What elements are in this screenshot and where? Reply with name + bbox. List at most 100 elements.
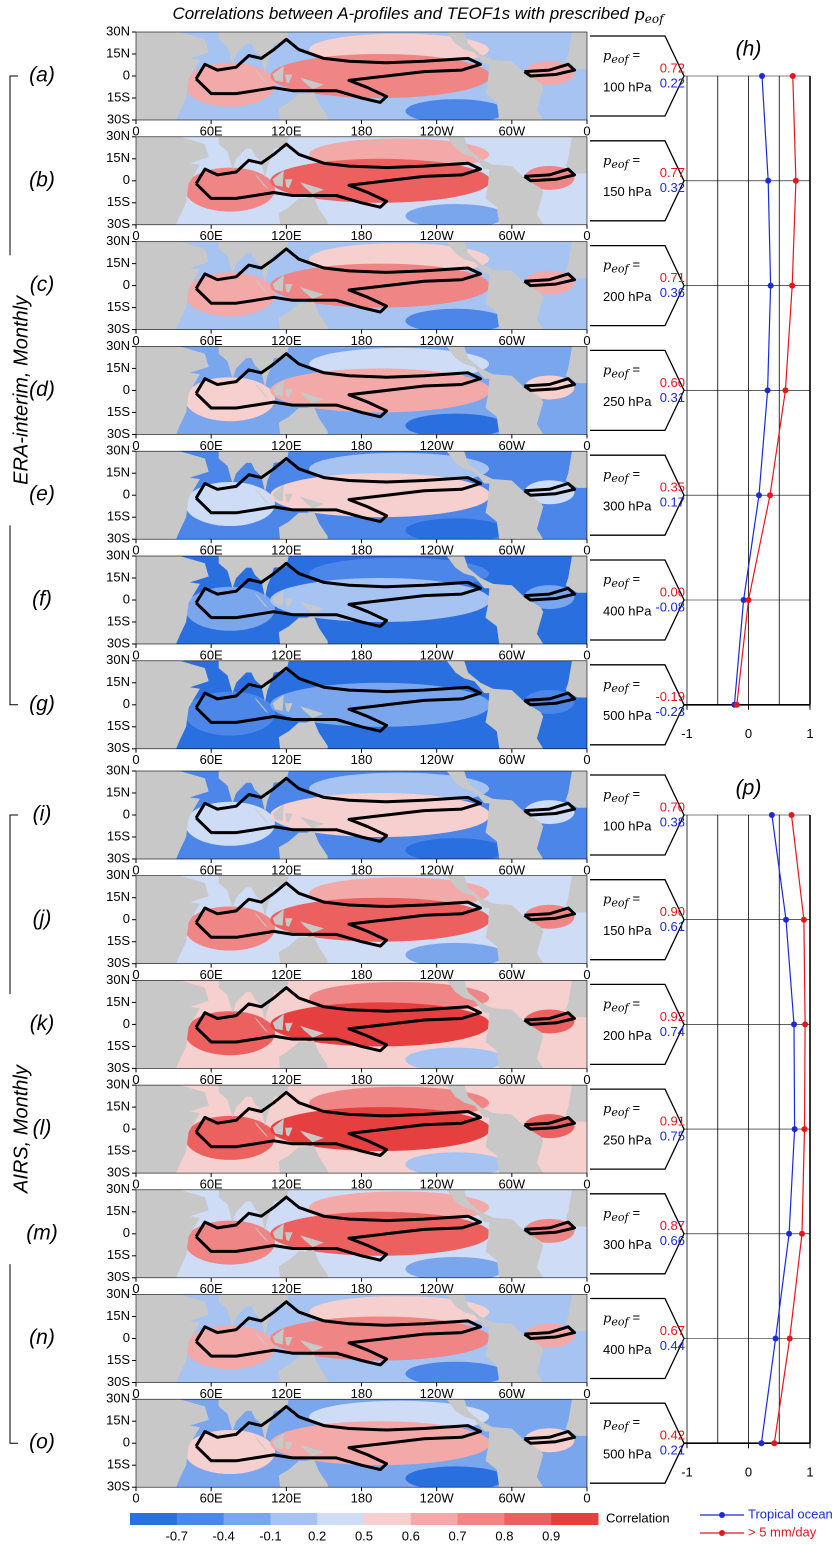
lon-tick-label: 180 (351, 1072, 373, 1087)
legend-label: > 5 mm/day (748, 1524, 817, 1539)
lon-tick-label: 60E (200, 647, 223, 662)
lon-tick-label: 0 (132, 543, 139, 558)
peof-eq: = (633, 1415, 641, 1430)
lat-tick-label: 30N (106, 1181, 130, 1196)
lat-tick-label: 0 (123, 67, 130, 82)
land (255, 278, 269, 295)
pressure-label: 100 hPa (603, 818, 652, 833)
lon-tick-label: 120E (271, 438, 302, 453)
panel-tag: (j) (33, 907, 52, 930)
series-point (801, 1126, 808, 1133)
lat-tick-label: 15N (106, 255, 130, 270)
lat-tick-label: 30N (106, 1391, 130, 1406)
lat-tick-label: 30N (106, 23, 130, 38)
lat-tick-label: 0 (123, 1016, 130, 1031)
land (565, 1189, 587, 1227)
lat-tick-label: 30S (107, 531, 130, 546)
lon-tick-label: 0 (583, 123, 590, 138)
lat-tick-label: 30S (107, 216, 130, 231)
colorbar-tick-label: 0.5 (355, 1528, 373, 1543)
lat-tick-label: 15S (107, 1038, 130, 1053)
panel-tag: (m) (26, 1221, 57, 1244)
land (278, 511, 328, 540)
land (285, 1441, 293, 1451)
land (272, 909, 284, 926)
land (272, 694, 284, 711)
lon-tick-label: 0 (583, 967, 590, 982)
lon-tick-label: 120W (420, 228, 455, 243)
land (285, 813, 293, 823)
lat-tick-label: 15S (107, 718, 130, 733)
ocean-field (184, 482, 275, 526)
ocean-field (405, 942, 506, 964)
lat-tick-label: 30N (106, 233, 130, 248)
land (285, 284, 293, 293)
lat-tick-label: 0 (123, 1121, 130, 1136)
lat-tick-label: 0 (123, 806, 130, 821)
legend-label: Tropical ocean (748, 1506, 833, 1521)
land (446, 1399, 544, 1488)
group-label: ERA-interim, Monthly (10, 295, 32, 485)
peof-label: peof = (603, 786, 640, 805)
lon-tick-label: 60E (200, 752, 223, 767)
peof-eq: = (633, 571, 641, 586)
lon-tick-label: 0 (583, 1281, 590, 1296)
ocean-field (184, 272, 275, 317)
value-label: 0.44 (660, 1338, 685, 1353)
lon-tick-label: 120E (271, 1072, 302, 1087)
value-label: 0.61 (660, 919, 685, 934)
colorbar-box (364, 1513, 412, 1525)
land (278, 1040, 328, 1069)
series-point (745, 597, 752, 603)
lon-tick-label: 60E (200, 543, 223, 558)
series-point (791, 1021, 798, 1028)
lat-tick-label: 15N (106, 150, 130, 165)
value-label: -0.19 (655, 689, 685, 704)
contour (523, 586, 576, 602)
land (255, 1331, 269, 1348)
ocean-field (405, 728, 506, 749)
land (278, 1354, 328, 1383)
series-point (786, 1230, 793, 1237)
land (272, 1223, 284, 1240)
value-label: 0.00 (660, 584, 685, 599)
pressure-label: 500 hPa (603, 1447, 652, 1462)
land (136, 660, 209, 749)
contour (194, 1090, 482, 1157)
land (565, 32, 587, 69)
land (446, 32, 544, 120)
lon-tick-label: 0 (132, 1386, 139, 1401)
contour (194, 352, 482, 419)
ocean-field (184, 1430, 275, 1474)
lon-tick-label: 120W (420, 1177, 455, 1192)
colorbar-tick-label: 0.7 (449, 1528, 467, 1543)
peof-sub: eof (611, 1106, 630, 1119)
panel-tag: (f) (32, 588, 52, 611)
land (218, 875, 289, 917)
series-point (767, 282, 774, 289)
x-tick-label: -1 (681, 726, 693, 741)
land (278, 935, 328, 964)
lon-tick-label: 60W (498, 438, 525, 453)
land (446, 660, 544, 749)
value-label: 0.38 (660, 814, 685, 829)
peof-symbol: p (603, 153, 612, 168)
peof-sub: eof (611, 1211, 630, 1224)
lat-tick-label: 0 (123, 696, 130, 711)
lon-tick-label: 180 (351, 543, 373, 558)
group-bracket (9, 1264, 18, 1444)
land (272, 484, 284, 502)
lon-tick-label: 120E (271, 647, 302, 662)
ocean-field (184, 586, 275, 631)
value-label: 0.35 (660, 480, 685, 495)
lat-tick-label: 30N (106, 762, 130, 777)
series-point (758, 1440, 765, 1447)
lat-tick-label: 30N (106, 652, 130, 667)
value-label: 0.90 (660, 904, 685, 919)
lat-tick-label: 0 (123, 1435, 130, 1450)
contour (194, 142, 482, 209)
lon-tick-label: 120E (271, 228, 302, 243)
lat-tick-label: 15S (107, 1143, 130, 1158)
land (300, 496, 324, 509)
lat-tick-label: 15N (106, 674, 130, 689)
